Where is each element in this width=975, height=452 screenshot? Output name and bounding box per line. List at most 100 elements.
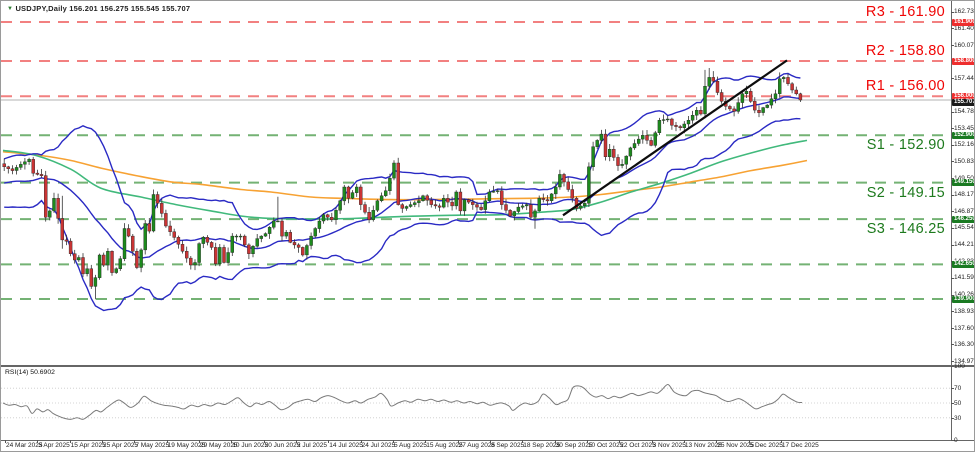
date-tick-mark [619,440,621,443]
rsi-line [2,383,803,420]
date-tick-mark [101,440,103,443]
support-label-s1[interactable]: S1 - 152.90 [866,137,945,154]
price-tick-label: 162.730 [954,8,974,16]
date-tick-label: 24 Mar 2025 [6,442,43,449]
resistance-label-r1[interactable]: R1 - 156.00 [865,78,945,95]
rsi-tick-mark [951,440,954,441]
date-tick-mark [263,440,265,443]
rsi-tick-label: 70 [954,385,962,393]
date-tick-label: 2 Jul 2025 [296,442,327,449]
price-tick-mark [951,294,954,296]
price-tick-label: 144.215 [954,241,974,249]
resistance-label-r3[interactable]: R3 - 161.90 [865,4,945,20]
date-tick-mark [716,440,718,443]
date-tick-label: 29 May 2025 [199,442,238,449]
support-label-s2[interactable]: S2 - 149.15 [866,184,945,201]
rsi-tick-mark [951,403,954,404]
price-tick-label: 138.930 [954,307,974,315]
price-tick-mark [951,178,954,180]
panel-separator[interactable] [1,365,974,367]
date-tick-label: 19 May 2025 [167,442,206,449]
price-tick-mark [951,128,954,130]
price-tick-label: 150.830 [954,157,974,165]
price-badge-r3: 161.900 [952,18,974,26]
rsi-tick-mark [951,417,954,419]
date-tick-mark [586,440,588,443]
main-price-plot[interactable] [1,1,951,367]
price-tick-mark [951,28,954,30]
price-tick-label: 145.545 [954,224,974,232]
date-tick-label: 7 May 2025 [135,442,170,449]
date-tick-mark [554,440,556,443]
date-tick-mark [198,440,200,443]
date-tick-label: 30 Sep 2025 [555,442,593,449]
symbol-ohlc-text: USDJPY,Daily 156.201 156.275 155.545 155… [15,4,191,13]
date-tick-mark [69,440,71,443]
price-tick-mark [951,344,954,346]
resistance-label-r2[interactable]: R2 - 158.80 [865,43,945,60]
price-badge-s3: 146.250 [952,215,974,223]
price-tick-mark [951,78,954,80]
date-tick-label: 15 Aug 2025 [426,442,463,449]
rsi-tick-label: 50 [954,400,962,407]
rsi-tick-label: 30 [954,414,962,422]
price-tick-mark [951,211,954,213]
candles-group [2,68,803,300]
date-tick-mark [457,440,459,443]
date-tick-mark [328,440,330,443]
price-tick-mark [951,111,954,113]
chart-title: ▼ USDJPY,Daily 156.201 156.275 155.545 1… [7,4,190,13]
price-tick-label: 134.975 [954,357,974,365]
date-tick-label: 25 Apr 2025 [102,442,139,449]
date-tick-label: 13 Nov 2025 [684,442,722,449]
date-tick-label: 8 Sep 2025 [490,442,525,449]
price-tick-label: 160.070 [954,41,974,49]
rsi-indicator-label: RSI(14) 50.6902 [5,369,55,376]
date-tick-label: 22 Oct 2025 [620,442,656,449]
current-price-badge: 155.707 [952,98,974,106]
date-tick-mark [489,440,491,443]
rsi-tick-mark [951,366,954,367]
price-tick-label: 157.445 [954,74,974,82]
axis-border-horizontal [1,440,974,441]
date-tick-mark [231,440,233,443]
price-tick-mark [951,144,954,146]
price-tick-mark [951,194,954,196]
price-badge-r1: 156.000 [952,92,974,100]
price-badge-s5: 139.900 [952,295,974,303]
price-tick-label: 141.590 [954,274,974,282]
date-tick-label: 5 Dec 2025 [749,442,783,449]
price-tick-label: 146.875 [954,207,974,215]
price-tick-label: 152.160 [954,141,974,149]
date-tick-mark [651,440,653,443]
price-tick-label: 153.455 [954,124,974,132]
price-tick-mark [951,161,954,163]
date-tick-label: 24 Jul 2025 [361,442,396,449]
date-tick-label: 3 Nov 2025 [652,442,686,449]
date-tick-mark [134,440,136,443]
date-tick-label: 17 Dec 2025 [781,442,819,449]
bb-lower-line [4,117,801,312]
price-tick-mark [951,244,954,246]
bb-upper-line [3,72,801,231]
date-tick-mark [522,440,524,443]
date-tick-mark [780,440,782,443]
trend-line[interactable] [562,59,788,217]
date-tick-label: 5 Aug 2025 [393,442,427,449]
ma-200-line [2,150,808,201]
price-badge-s4: 142.650 [952,260,974,268]
date-tick-label: 18 Sep 2025 [523,442,561,449]
price-tick-mark [951,277,954,279]
price-tick-mark [951,311,954,313]
price-badge-s1: 152.900 [952,131,974,139]
price-tick-label: 136.305 [954,340,974,348]
date-tick-mark [392,440,394,443]
rsi-indicator-plot[interactable] [1,366,951,441]
date-tick-label: 20 Jun 2025 [264,442,301,449]
date-tick-label: 3 Apr 2025 [38,442,70,449]
ma-100-line [2,139,808,220]
support-label-s3[interactable]: S3 - 146.25 [866,221,945,238]
date-tick-mark [295,440,297,443]
price-tick-label: 154.785 [954,108,974,116]
